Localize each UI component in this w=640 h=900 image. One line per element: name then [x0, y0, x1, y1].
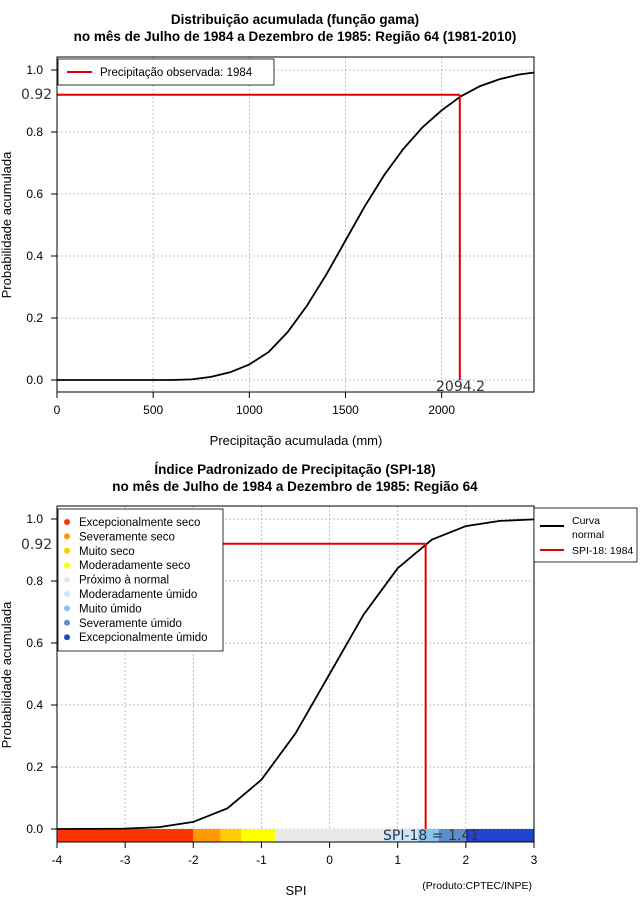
spi-category-label: Muito úmido [79, 603, 142, 615]
chart-spi: Índice Padronizado de Precipitação (SPI-… [0, 462, 638, 898]
spi-class-band [220, 829, 241, 842]
chart1-observed-prob-label: 0.92 [21, 87, 52, 103]
chart2-observed-prob-label: 0.92 [21, 537, 52, 553]
chart2-legend-spi-label: SPI-18: 1984 [572, 545, 633, 557]
spi-category-label: Excepcionalmente úmido [79, 632, 208, 644]
chart2-x-tick-label: 1 [394, 853, 401, 867]
chart1-x-tick-label: 2000 [428, 403, 455, 417]
chart2-x-tick-label: 0 [326, 853, 333, 867]
chart1-y-tick-label: 0.6 [26, 187, 43, 201]
spi-class-band [438, 829, 466, 842]
chart2-line-legend-box [533, 507, 638, 563]
chart1-cdf-line [57, 71, 535, 381]
chart1-x-tick-label: 1000 [236, 403, 263, 417]
chart1-legend-box [57, 58, 275, 86]
chart1-curves [57, 71, 535, 381]
chart2-x-tick-label: -1 [256, 853, 267, 867]
chart2-y-axis: 0.0 0.2 0.4 0.6 0.8 1.0 [26, 512, 57, 836]
chart1-title-line2: no mês de Julho de 1984 a Dezembro de 19… [74, 29, 517, 44]
chart2-x-tick-label: -3 [120, 853, 131, 867]
chart2-y-tick-label: 0.0 [26, 822, 43, 836]
spi-class-band [465, 829, 534, 842]
chart2-legend-normal-label-2: normal [572, 529, 604, 541]
chart1-legend-label: Precipitação observada: 1984 [100, 67, 253, 79]
spi-category-marker [64, 591, 70, 597]
spi-class-band [384, 829, 419, 842]
spi-class-band [275, 829, 385, 842]
spi-category-marker [64, 605, 70, 612]
spi-category-label: Moderadamente úmido [79, 589, 197, 601]
chart2-y-tick-label: 0.2 [26, 760, 43, 774]
chart1-y-tick-label: 1.0 [26, 63, 43, 77]
spi-category-marker [64, 619, 70, 626]
chart1-legend: Precipitação observada: 1984 [57, 58, 275, 86]
chart1-y-tick-label: 0.0 [26, 373, 43, 387]
chart-gamma-cdf: Distribuição acumulada (função gama) no … [0, 12, 535, 448]
spi-class-band [240, 829, 276, 842]
chart1-x-tick-label: 0 [54, 403, 61, 417]
spi-category-label: Severamente úmido [79, 618, 182, 630]
chart1-x-tick-label: 500 [143, 403, 163, 417]
spi-category-marker [64, 533, 70, 540]
chart2-y-tick-label: 0.4 [26, 698, 43, 712]
chart1-grid [57, 57, 534, 392]
spi-category-label: Severamente seco [79, 531, 175, 543]
chart2-x-tick-label: -2 [188, 853, 199, 867]
spi-category-marker [64, 519, 70, 525]
chart1-y-tick-label: 0.8 [26, 125, 43, 139]
chart2-y-tick-label: 0.8 [26, 574, 43, 588]
chart2-credit: (Produto:CPTEC/INPE) [422, 880, 532, 892]
chart2-cdf-line [56, 518, 535, 830]
spi-category-label: Próximo à normal [79, 575, 169, 587]
spi-category-marker [64, 547, 70, 554]
chart1-y-label: Probabilidade acumulada [0, 151, 14, 298]
chart2-class-bands [57, 829, 534, 842]
chart1-y-axis: 0.0 0.2 0.4 0.6 0.8 1.0 [26, 63, 57, 387]
chart2-legend-normal-label-1: Curva [572, 515, 600, 527]
chart2-category-legend: Excepcionalmente seco Severamente seco Mui… [57, 508, 224, 652]
chart2-x-tick-label: 2 [463, 853, 470, 867]
chart1-x-axis: 0 500 1000 1500 2000 [54, 392, 455, 417]
spi-category-label: Excepcionalmente seco [79, 517, 200, 529]
chart2-plot-frame [56, 505, 535, 843]
chart1-y-tick-label: 0.4 [26, 249, 43, 263]
spi-category-marker [64, 562, 70, 569]
chart1-y-tick-label: 0.2 [26, 311, 43, 325]
spi-category-label: Muito seco [79, 546, 135, 558]
chart2-category-legend-box [57, 508, 224, 652]
spi-category-marker [64, 576, 70, 583]
chart2-x-axis: -4 -3 -2 -1 0 1 2 3 [52, 842, 538, 867]
chart2-title-line2: no mês de Julho de 1984 a Dezembro de 19… [112, 479, 478, 494]
chart2-x-tick-label: -4 [52, 853, 63, 867]
chart2-y-tick-label: 1.0 [26, 512, 43, 526]
chart2-y-tick-label: 0.6 [26, 636, 43, 650]
chart1-observed-value-label: 2094.2 [436, 379, 485, 395]
spi-class-band [418, 829, 439, 842]
chart1-x-label: Precipitação acumulada (mm) [210, 433, 383, 448]
chart1-plot-frame [56, 56, 535, 393]
chart1-title-line1: Distribuição acumulada (função gama) [171, 12, 419, 27]
chart1-x-tick-label: 1500 [332, 403, 359, 417]
chart2-x-label: SPI [286, 883, 307, 898]
spi-class-band [57, 829, 194, 842]
chart2-title-line1: Índice Padronizado de Precipitação (SPI-… [154, 462, 435, 477]
spi-category-marker [64, 634, 70, 641]
spi-category-label: Moderadamente seco [79, 560, 190, 572]
chart2-line-legend: Curva normal SPI-18: 1984 [533, 507, 638, 563]
spi-class-band [193, 829, 221, 842]
chart2-observed-value-label: SPI-18 = 1.41 [383, 828, 479, 844]
chart2-y-label: Probabilidade acumulada [0, 601, 14, 748]
chart2-x-tick-label: 3 [531, 853, 538, 867]
